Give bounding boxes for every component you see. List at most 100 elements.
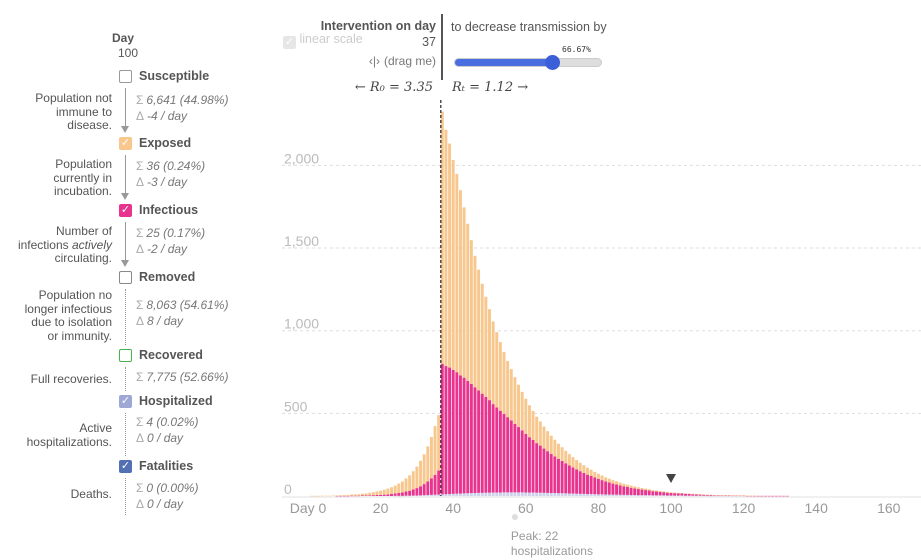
bar-hospitalized [462,493,466,496]
bar-infectious [698,494,702,496]
bar-hospitalized [415,495,419,497]
bar-infectious [647,490,651,496]
bar-exposed [684,493,687,494]
y-tick-label: 2,000 [284,150,319,166]
bar-exposed [517,384,521,428]
bar-infectious [665,492,669,496]
bar-exposed [669,492,673,494]
bar-infectious [611,483,615,495]
current-day-marker[interactable] [666,474,676,483]
bar-infectious [629,487,633,496]
bar-hospitalized [429,494,433,496]
label-removed[interactable]: Removed [139,270,196,284]
label-recovered[interactable]: Recovered [139,348,203,362]
checkbox-susceptible[interactable] [119,70,132,83]
bar-infectious [386,494,390,496]
bar-exposed [415,466,419,489]
bar-infectious [350,495,354,497]
bar-hospitalized [477,492,481,496]
linear-scale-checkbox[interactable]: ✓ [283,36,296,49]
bar-infectious [408,490,412,496]
label-infectious[interactable]: Infectious [139,203,199,217]
bar-exposed [335,495,339,496]
bar-hospitalized [560,493,564,496]
bar-exposed [488,309,491,401]
bar-exposed [458,190,462,376]
bar-infectious [491,404,495,493]
label-hospitalized[interactable]: Hospitalized [139,394,213,408]
desc-removed: Population no longer infectious due to i… [24,288,112,343]
bar-infectious [600,480,604,495]
bar-hospitalized [723,495,727,497]
bar-exposed [694,494,698,495]
bar-exposed [625,484,629,487]
bar-exposed [321,495,324,497]
bar-infectious [498,410,502,493]
label-fatalities[interactable]: Fatalities [139,459,194,473]
y-tick-label: 0 [284,481,292,497]
checkbox-hospitalized[interactable]: ✓ [119,395,132,408]
bar-hospitalized [567,493,571,496]
bar-infectious [774,495,778,497]
bar-hospitalized [531,492,535,496]
bar-exposed [495,332,499,408]
bar-exposed [342,495,346,496]
bar-exposed [745,495,749,497]
checkbox-fatalities[interactable]: ✓ [119,460,132,473]
linear-scale-toggle[interactable]: ✓ linear scale [283,32,363,49]
intervention-handle-line[interactable] [441,14,443,80]
x-tick-label: Day 0 [290,500,327,516]
bar-exposed [531,410,535,440]
label-susceptible[interactable]: Susceptible [139,69,210,83]
bar-hospitalized [404,495,408,497]
bar-infectious [549,453,553,494]
checkbox-infectious[interactable]: ✓ [119,204,132,217]
bar-exposed [557,443,560,459]
checkbox-exposed[interactable]: ✓ [119,137,132,150]
checkbox-recovered[interactable] [119,349,132,362]
bar-infectious [466,380,470,494]
bar-hospitalized [517,492,521,496]
bar-exposed [742,495,746,496]
bar-infectious [480,393,484,493]
bar-hospitalized [593,494,597,496]
bar-infectious [778,495,782,497]
checkbox-removed[interactable] [119,271,132,284]
bar-infectious [618,485,622,495]
flow-arrow [125,88,126,127]
bar-hospitalized [535,492,539,496]
bar-hospitalized [698,495,702,497]
bar-infectious [662,492,666,496]
x-tick-label: 80 [591,500,607,516]
bar-infectious [426,481,430,496]
gridlines [282,164,921,414]
bar-exposed [578,462,582,472]
stats-recovered: Σ 7,775 (52.66%) [136,370,229,384]
bar-hospitalized [444,494,448,496]
bar-hospitalized [742,495,746,497]
bar-exposed [542,426,546,449]
bar-hospitalized [538,492,542,496]
bar-exposed [310,495,314,497]
bar-exposed [538,421,542,446]
label-exposed[interactable]: Exposed [139,136,192,150]
bar-infectious [364,495,368,497]
transmission-slider[interactable] [454,55,602,70]
bar-exposed [662,491,666,493]
bar-hospitalized [600,494,604,496]
flow-dotted-line [125,413,126,456]
bar-infectious [655,491,658,496]
bar-infectious [640,489,644,496]
bar-hospitalized [691,495,695,497]
bar-hospitalized [687,495,691,497]
bar-infectious [676,493,680,496]
slider-fill [455,59,553,66]
x-tick-label: 40 [445,500,461,516]
drag-handle[interactable]: ‹|› (drag me) [330,54,436,68]
bar-exposed [618,482,622,486]
bar-infectious [785,495,789,497]
slider-thumb[interactable] [545,55,561,70]
bar-infectious [560,460,564,494]
bar-exposed [723,495,727,496]
